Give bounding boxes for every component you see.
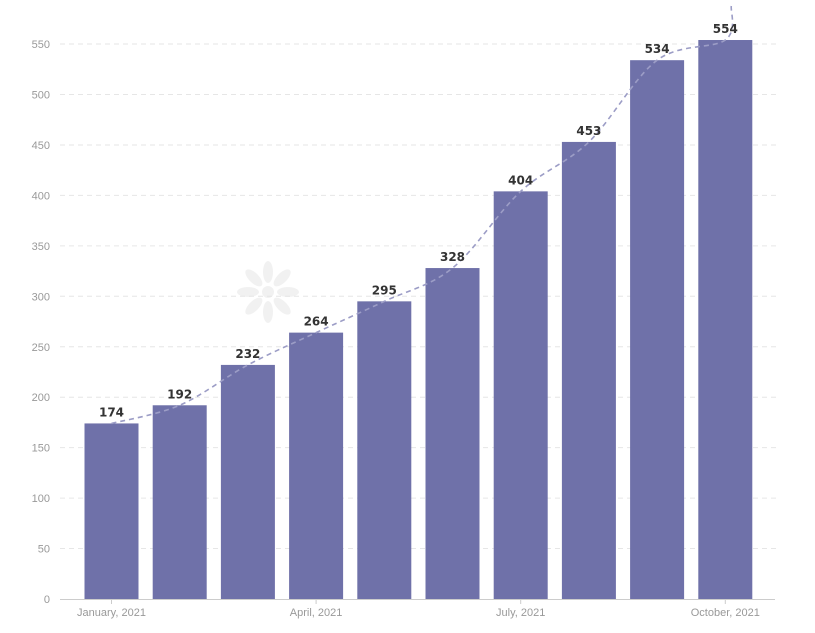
bar xyxy=(220,364,275,599)
watermark-petal xyxy=(245,269,263,287)
y-tick-label: 0 xyxy=(44,594,50,606)
bar xyxy=(425,268,480,599)
x-tick-label: October, 2021 xyxy=(691,607,760,619)
data-label: 232 xyxy=(235,347,260,361)
y-tick-label: 300 xyxy=(32,291,50,303)
bar xyxy=(289,332,344,599)
trend-line-path xyxy=(111,5,734,425)
watermark-petal xyxy=(245,297,263,315)
data-labels: 174 192 232 264 295 328 404 453 534 554 xyxy=(99,22,738,419)
y-tick-label: 150 xyxy=(32,443,50,455)
y-tick-label: 400 xyxy=(32,190,50,202)
watermark-center xyxy=(262,286,274,298)
y-tick-label: 350 xyxy=(32,241,50,253)
data-label: 534 xyxy=(645,42,670,56)
watermark-petal xyxy=(263,301,273,323)
bar xyxy=(698,40,753,600)
y-tick-label: 50 xyxy=(38,544,50,556)
x-tick-label: July, 2021 xyxy=(496,607,545,619)
bar xyxy=(84,423,139,599)
x-tick-label: April, 2021 xyxy=(290,607,343,619)
data-label: 554 xyxy=(713,22,738,36)
watermark-logo xyxy=(237,261,299,323)
watermark-petal xyxy=(263,261,273,283)
watermark-petal xyxy=(273,297,291,315)
data-label: 404 xyxy=(508,173,533,187)
data-label: 264 xyxy=(304,315,329,329)
trend-line xyxy=(111,5,734,425)
y-tick-label: 250 xyxy=(32,342,50,354)
y-tick-label: 100 xyxy=(32,493,50,505)
data-label: 328 xyxy=(440,250,465,264)
data-label: 295 xyxy=(372,283,397,297)
data-label: 192 xyxy=(167,387,192,401)
bars xyxy=(84,40,753,600)
y-tick-label: 500 xyxy=(32,90,50,102)
bar xyxy=(561,141,616,599)
bar xyxy=(357,301,412,599)
y-tick-label: 450 xyxy=(32,140,50,152)
data-label: 453 xyxy=(576,124,601,138)
bar xyxy=(630,60,685,600)
bar xyxy=(152,405,207,599)
y-tick-label: 550 xyxy=(32,39,50,51)
x-tick-label: January, 2021 xyxy=(77,607,146,619)
watermark-petal xyxy=(277,287,299,297)
watermark-petal xyxy=(273,269,291,287)
data-label: 174 xyxy=(99,405,124,419)
watermark-petal xyxy=(237,287,259,297)
x-axis: January, 2021 April, 2021 July, 2021 Octobe… xyxy=(60,599,775,619)
bar xyxy=(493,191,548,599)
y-axis-ticks: 0 50 100 150 200 250 300 350 400 450 500 550 xyxy=(32,39,50,606)
y-tick-label: 200 xyxy=(32,392,50,404)
